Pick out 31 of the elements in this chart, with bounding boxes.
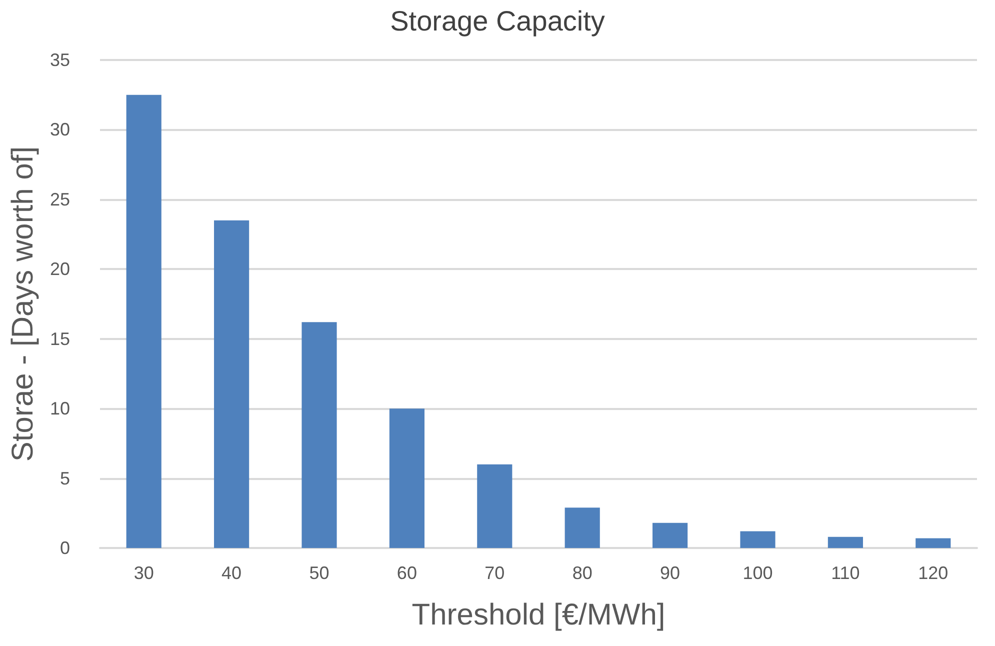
y-tick-label: 30 [50,120,70,140]
x-tick-label: 30 [134,563,154,583]
y-tick-label: 20 [50,259,70,280]
bar [740,531,776,548]
x-tick-label: 70 [484,563,505,583]
bar [126,94,162,548]
y-tick-label: 10 [50,398,70,419]
x-tick-label: 120 [918,563,948,583]
x-tick-label: 90 [660,563,680,583]
y-axis-title: Storae - [Days worth of] [6,146,40,462]
bar [389,408,424,548]
bar [564,508,600,548]
x-tick-label: 80 [572,563,592,583]
bar [302,322,337,548]
bar [477,464,512,548]
x-tick-label: 40 [222,563,242,583]
x-tick-label: 110 [831,563,860,583]
x-tick-label: 60 [396,563,417,583]
y-tick-label: 35 [50,50,70,70]
y-tick-label: 25 [50,189,70,210]
bar [916,538,951,548]
x-tick-label: 100 [742,563,773,583]
bar [214,220,250,548]
y-tick-label: 0 [60,538,70,558]
y-tick-label: 15 [50,328,70,349]
bar [652,522,688,548]
x-axis-title: Threshold [€/MWh] [412,598,666,632]
bar [828,536,863,548]
y-tick-label: 5 [60,468,70,488]
x-tick-label: 50 [309,563,330,583]
chart-title: Storage Capacity [390,6,605,36]
